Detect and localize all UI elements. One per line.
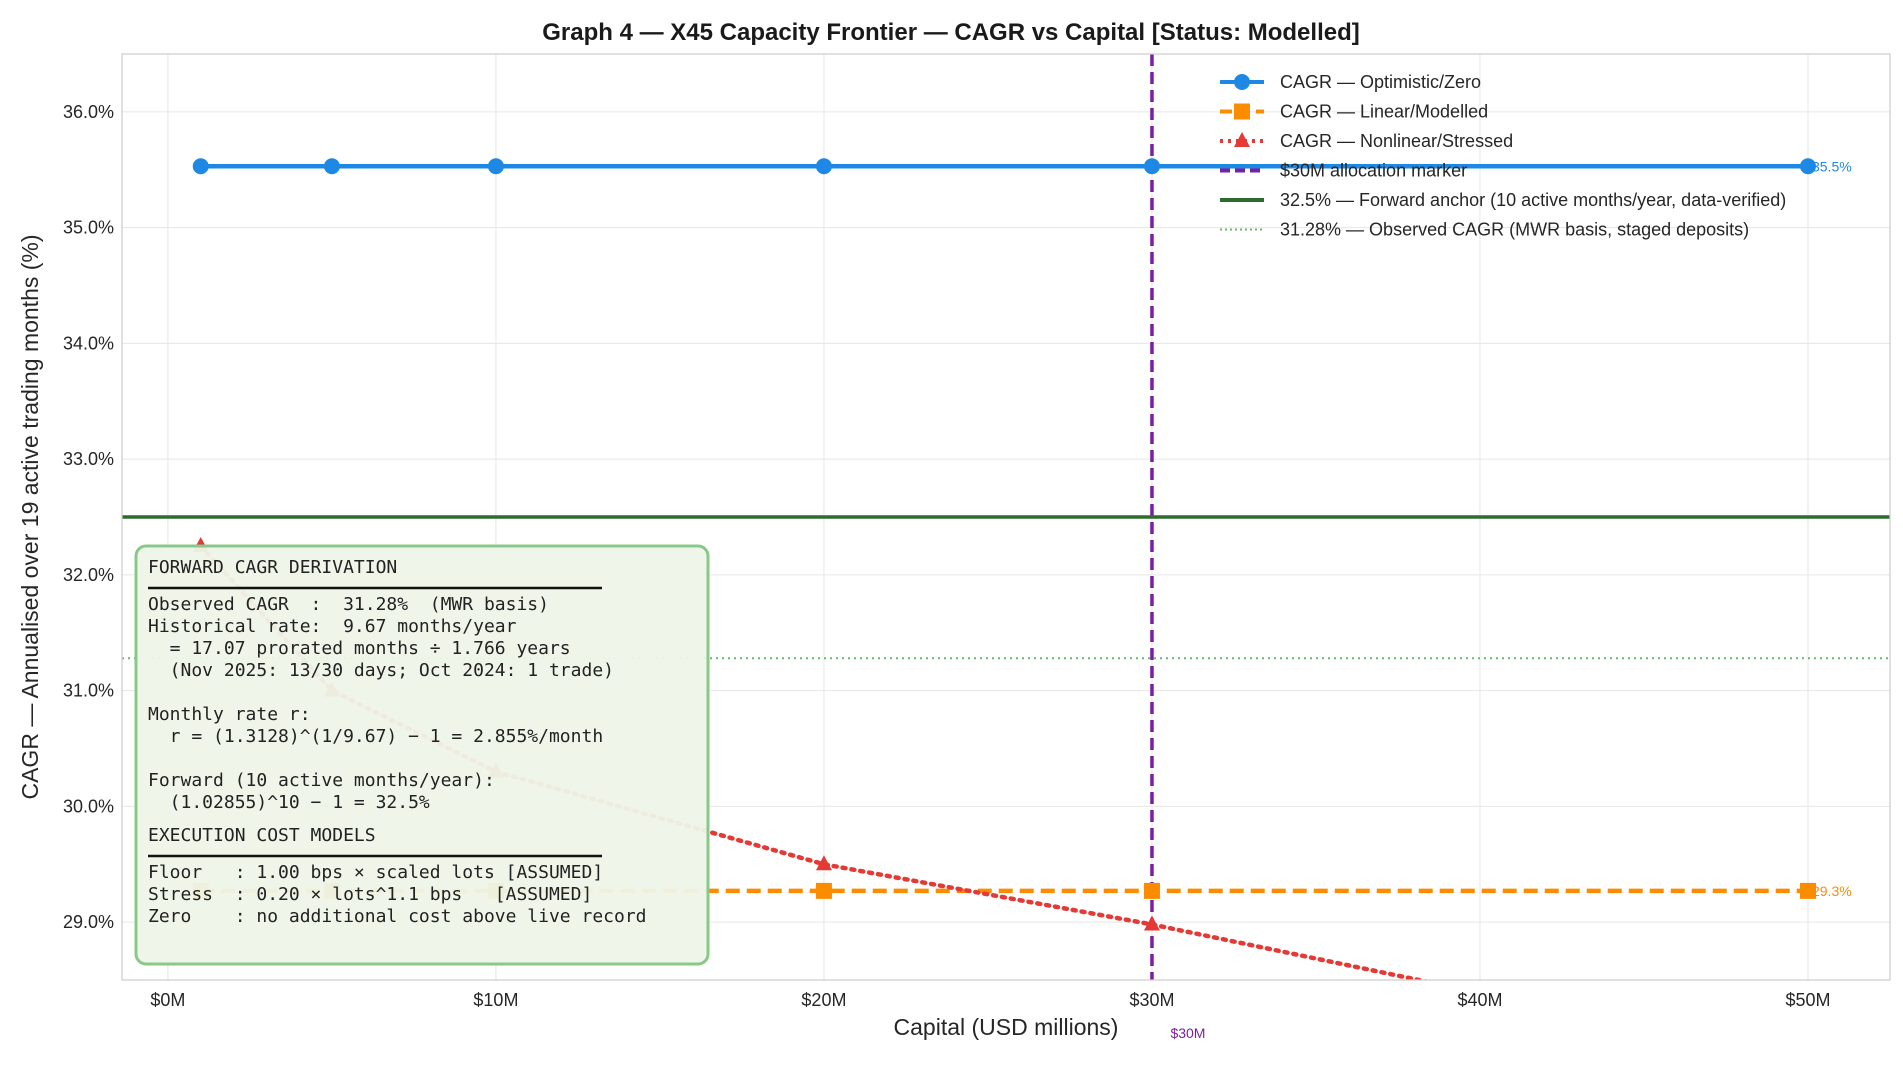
y-tick-label: 32.0%: [63, 565, 114, 585]
y-tick-label: 33.0%: [63, 449, 114, 469]
x-tick-label: $10M: [473, 990, 518, 1010]
x-axis: $0M $10M $20M $30M $40M $50M: [150, 990, 1830, 1010]
y-tick-label: 36.0%: [63, 102, 114, 122]
annotation-line: Observed CAGR : 31.28% (MWR basis): [148, 594, 549, 615]
legend: CAGR — Optimistic/Zero CAGR — Linear/Mode…: [1220, 72, 1786, 240]
annotation-line: r = (1.3128)^(1/9.67) − 1 = 2.855%/month: [148, 726, 603, 747]
annotation-line: Floor : 1.00 bps × scaled lots [ASSUMED]: [148, 862, 603, 883]
legend-marker: [1234, 74, 1250, 90]
legend-item: CAGR — Nonlinear/Stressed: [1220, 131, 1513, 151]
y-tick-label: 34.0%: [63, 333, 114, 353]
y-tick-label: 29.0%: [63, 912, 114, 932]
legend-label: CAGR — Linear/Modelled: [1280, 102, 1488, 122]
y-axis-label: CAGR — Annualised over 19 active trading…: [17, 234, 43, 799]
data-point: [815, 882, 832, 899]
annotation-box: FORWARD CAGR DERIVATION Observed CAGR : 3…: [134, 544, 710, 966]
y-tick-label: 35.0%: [63, 218, 114, 238]
series-end-label: 35.5%: [1812, 158, 1852, 174]
x-tick-label: $50M: [1785, 990, 1830, 1010]
data-point: [1800, 1052, 1816, 1067]
data-point: [1799, 158, 1816, 175]
legend-label: CAGR — Nonlinear/Stressed: [1280, 131, 1513, 151]
data-point: [192, 158, 209, 175]
series-end-label: 29.3%: [1812, 883, 1852, 899]
data-point: [815, 158, 832, 175]
data-point: [1143, 882, 1160, 899]
annotation-line: Forward (10 active months/year):: [148, 770, 495, 791]
series-group: [192, 158, 1816, 175]
x-tick-label: $20M: [801, 990, 846, 1010]
legend-label: CAGR — Optimistic/Zero: [1280, 72, 1481, 92]
annotation-line: Monthly rate r:: [148, 704, 311, 725]
legend-label: 31.28% — Observed CAGR (MWR basis, stage…: [1280, 220, 1749, 240]
y-tick-label: 30.0%: [63, 796, 114, 816]
x-tick-label: $30M: [1129, 990, 1174, 1010]
data-point: [1143, 158, 1160, 175]
legend-item: CAGR — Linear/Modelled: [1220, 102, 1488, 122]
plot-frame: [121, 53, 1891, 981]
x-axis-label: Capital (USD millions): [894, 1014, 1119, 1040]
annotation-line: = 17.07 prorated months ÷ 1.766 years: [148, 638, 571, 659]
data-point: [323, 158, 340, 175]
y-tick-label: 31.0%: [63, 681, 114, 701]
annotation-line: Historical rate: 9.67 months/year: [148, 616, 517, 637]
legend-item: $30M allocation marker: [1220, 161, 1467, 181]
legend-marker: [1234, 103, 1250, 120]
legend-label: 32.5% — Forward anchor (10 active months…: [1280, 190, 1786, 210]
annotation-box-frame: [134, 544, 710, 966]
data-point: [815, 855, 832, 871]
annotation-line: Zero : no additional cost above live rec…: [148, 906, 647, 927]
y-axis: 29.0% 30.0% 31.0% 32.0% 33.0% 34.0% 35.0% 36.0%: [63, 102, 114, 932]
x-tick-label: $40M: [1457, 990, 1502, 1010]
x-tick-label: $0M: [150, 990, 185, 1010]
legend-item: 32.5% — Forward anchor (10 active months…: [1220, 190, 1786, 210]
legend-label: $30M allocation marker: [1280, 161, 1467, 181]
annotation-line: Stress : 0.20 × lots^1.1 bps [ASSUMED]: [148, 884, 592, 905]
legend-marker: [1234, 132, 1250, 147]
chart-title: Graph 4 — X45 Capacity Frontier — CAGR v…: [542, 19, 1360, 46]
legend-item: CAGR — Optimistic/Zero: [1220, 72, 1481, 92]
annotation-heading: EXECUTION COST MODELS: [148, 825, 376, 846]
annotation-line: (1.02855)^10 − 1 = 32.5%: [148, 792, 430, 813]
legend-item: 31.28% — Observed CAGR (MWR basis, stage…: [1220, 220, 1749, 240]
reference-line-label: $30M: [1170, 1025, 1205, 1041]
data-point: [1143, 915, 1160, 931]
annotation-heading: FORWARD CAGR DERIVATION: [148, 557, 397, 578]
data-point: [487, 158, 504, 175]
data-point: [1799, 882, 1816, 899]
annotation-line: (Nov 2025: 13/30 days; Oct 2024: 1 trade…: [148, 660, 614, 681]
